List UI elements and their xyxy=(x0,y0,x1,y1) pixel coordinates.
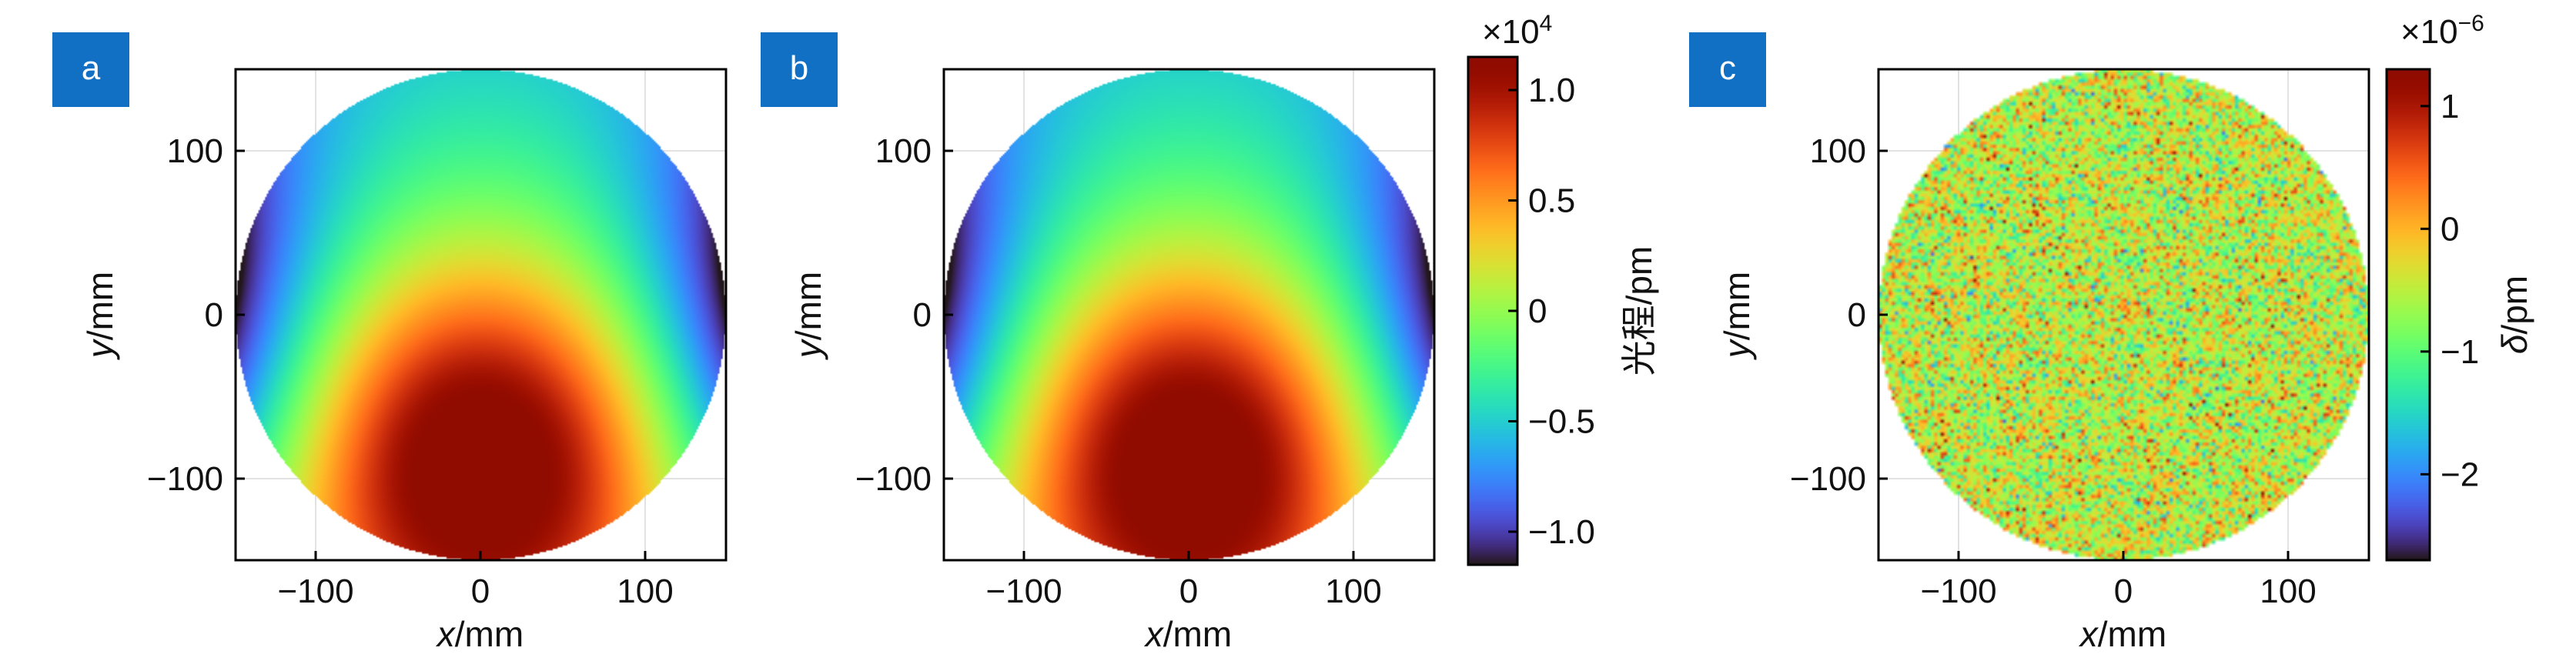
panel-a-ytick-label-0: 0 xyxy=(205,296,223,334)
panel-b-xtick-label-0: 0 xyxy=(1179,573,1198,610)
panel-c-xtick-label-100: 100 xyxy=(2260,573,2316,610)
panel-a: a −100 0 100 100 0 −100 x/mm y/mm xyxy=(52,32,728,654)
panel-b-ytick-label-0: 0 xyxy=(913,296,932,334)
panel-c-xlabel: x/mm xyxy=(2079,614,2166,654)
colorbar-c-tick-label-0: 1 xyxy=(2441,88,2459,125)
panel-c-heatmap xyxy=(1878,69,2369,560)
panel-a-xtick-label-100: 100 xyxy=(617,573,673,610)
colorbar-c-ticks: 1 0 −1 −2 xyxy=(2420,88,2479,493)
colorbar-c-multiplier: ×10−6 xyxy=(2400,11,2484,51)
colorbar-c-tick-label-3: −2 xyxy=(2441,456,2479,493)
colorbar-b-ticks: 1.0 0.5 0 −0.5 −1.0 xyxy=(1508,72,1595,551)
panel-c-ticks xyxy=(1878,149,2290,560)
panel-b-ytick-label-100: 100 xyxy=(875,132,932,170)
panel-a-heatmap xyxy=(236,69,726,560)
panel-a-ticks xyxy=(236,149,647,560)
panel-b-ylabel: y/mm xyxy=(788,272,828,360)
panel-c-xtick-label-0: 0 xyxy=(2114,573,2133,610)
panel-c-ytick-label-0: 0 xyxy=(1848,296,1866,334)
panel-b-label: b xyxy=(790,49,808,87)
panel-b-ticks xyxy=(944,149,1355,560)
panel-c-ytick-label--100: −100 xyxy=(1790,460,1866,498)
colorbar-c-tick-label-2: −1 xyxy=(2441,333,2479,371)
colorbar-c: 1 0 −1 −2 ×10−6 δ/pm xyxy=(2385,11,2534,562)
panel-c-ylabel: y/mm xyxy=(1717,272,1757,360)
panel-c-label: c xyxy=(1719,49,1736,87)
panel-b-heatmap xyxy=(944,69,1434,560)
colorbar-c-gradient xyxy=(2387,69,2430,560)
colorbar-b-tick-label-3: −0.5 xyxy=(1528,402,1595,440)
panel-c-xtick-label--100: −100 xyxy=(1920,573,1996,610)
colorbar-c-label: δ/pm xyxy=(2494,275,2534,354)
panel-c: c −100 0 100 100 0 −100 x/mm y/mm xyxy=(1689,11,2534,654)
panel-a-xlabel: x/mm xyxy=(436,614,524,654)
panel-b-xtick-label-100: 100 xyxy=(1325,573,1381,610)
colorbar-b-tick-label-2: 0 xyxy=(1528,292,1547,330)
panel-b-ytick-label--100: −100 xyxy=(855,460,932,498)
colorbar-b-tick-label-4: −1.0 xyxy=(1528,513,1595,551)
panel-b-label-box xyxy=(761,32,838,107)
panel-b: b −100 0 100 100 0 −100 x/mm y/mm xyxy=(761,11,1659,654)
panel-a-xtick-label-0: 0 xyxy=(471,573,490,610)
colorbar-c-tick-label-1: 0 xyxy=(2441,210,2459,248)
panel-c-label-box xyxy=(1689,32,1766,107)
panel-a-ytick-label--100: −100 xyxy=(147,460,223,498)
colorbar-b-tick-label-1: 0.5 xyxy=(1528,182,1575,220)
colorbar-b: 1.0 0.5 0 −0.5 −1.0 ×104 光程/pm xyxy=(1467,11,1659,566)
colorbar-b-multiplier: ×104 xyxy=(1482,11,1552,51)
colorbar-b-label: 光程/pm xyxy=(1619,246,1659,376)
panel-a-label: a xyxy=(82,49,101,87)
panel-b-xtick-label--100: −100 xyxy=(985,573,1062,610)
panel-b-xlabel: x/mm xyxy=(1144,614,1232,654)
colorbar-b-tick-label-0: 1.0 xyxy=(1528,72,1575,109)
panel-a-label-box xyxy=(52,32,129,107)
panel-a-ytick-label-100: 100 xyxy=(167,132,223,170)
panel-a-xtick-label--100: −100 xyxy=(277,573,353,610)
panel-a-ylabel: y/mm xyxy=(80,272,120,360)
panel-c-ytick-label-100: 100 xyxy=(1810,132,1866,170)
colorbar-c-frame xyxy=(2385,68,2431,562)
